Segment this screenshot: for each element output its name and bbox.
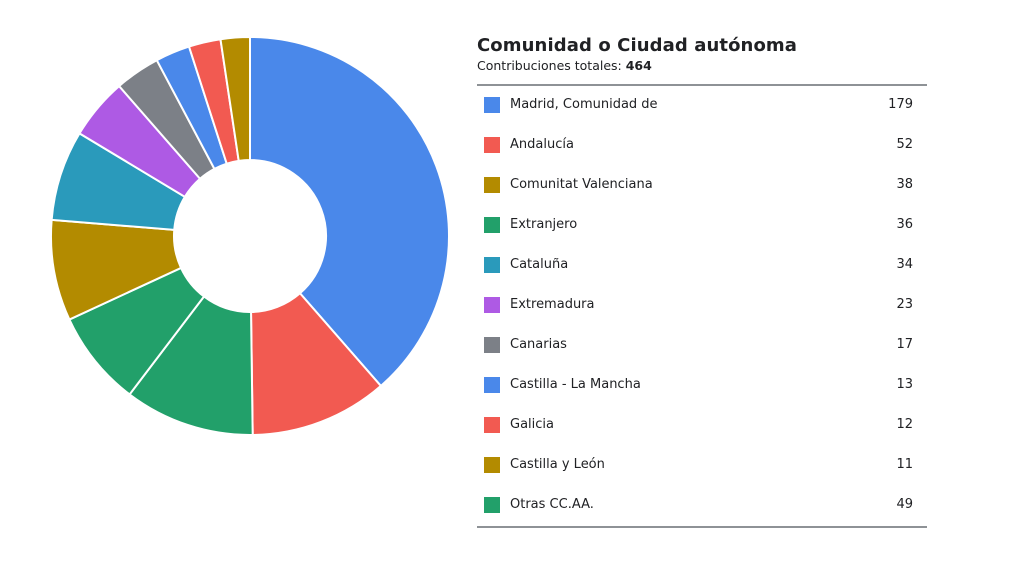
legend-row[interactable]: Castilla y León 11 (477, 446, 927, 486)
total-count: 464 (625, 58, 652, 73)
legend-value: 52 (896, 137, 913, 152)
donut-slice[interactable] (128, 295, 254, 436)
legend-swatch (484, 257, 500, 273)
legend-swatch (484, 457, 500, 473)
legend-swatch (484, 417, 500, 433)
legend-value: 36 (896, 217, 913, 232)
legend-label: Extremadura (510, 297, 595, 312)
donut-slice[interactable] (219, 35, 251, 162)
legend-row[interactable]: Extremadura 23 (477, 286, 927, 326)
legend-label: Otras CC.AA. (510, 497, 594, 512)
legend-swatch (484, 377, 500, 393)
chart-subtitle: Contribuciones totales: 464 (477, 58, 927, 73)
legend-value: 23 (896, 297, 913, 312)
legend-row[interactable]: Andalucía 52 (477, 126, 927, 166)
legend-table: Madrid, Comunidad de 179 Andalucía 52 Comuni… (477, 84, 927, 528)
legend-swatch (484, 177, 500, 193)
donut-slice[interactable] (249, 35, 450, 388)
subtitle-label: Contribuciones totales: (477, 58, 626, 73)
legend-swatch (484, 497, 500, 513)
legend-label: Cataluña (510, 257, 569, 272)
legend-row[interactable]: Comunitat Valenciana 38 (477, 166, 927, 206)
legend-swatch (484, 337, 500, 353)
legend-row[interactable]: Galicia 12 (477, 406, 927, 446)
legend-row[interactable]: Otras CC.AA. 49 (477, 486, 927, 526)
legend-label: Madrid, Comunidad de (510, 97, 658, 112)
legend-value: 13 (896, 377, 913, 392)
legend-value: 49 (896, 497, 913, 512)
donut-chart (50, 35, 450, 436)
legend-row[interactable]: Extranjero 36 (477, 206, 927, 246)
legend-label: Andalucía (510, 137, 574, 152)
legend-panel: Comunidad o Ciudad autónoma Contribucion… (477, 34, 927, 528)
legend-swatch (484, 297, 500, 313)
chart-title: Comunidad o Ciudad autónoma (477, 35, 798, 56)
legend-swatch (484, 97, 500, 113)
legend-label: Castilla - La Mancha (510, 377, 641, 392)
legend-value: 34 (896, 257, 913, 272)
legend-row[interactable]: Madrid, Comunidad de 179 (477, 86, 927, 126)
legend-value: 17 (896, 337, 913, 352)
legend-value: 11 (896, 457, 913, 472)
legend-row[interactable]: Cataluña 34 (477, 246, 927, 286)
legend-label: Castilla y León (510, 457, 605, 472)
legend-label: Comunitat Valenciana (510, 177, 653, 192)
legend-value: 12 (896, 417, 913, 432)
legend-swatch (484, 137, 500, 153)
legend-value: 179 (888, 97, 913, 112)
legend-swatch (484, 217, 500, 233)
legend-value: 38 (896, 177, 913, 192)
legend-row[interactable]: Canarias 17 (477, 326, 927, 366)
legend-label: Canarias (510, 337, 567, 352)
legend-label: Galicia (510, 417, 554, 432)
legend-label: Extranjero (510, 217, 578, 232)
legend-row[interactable]: Castilla - La Mancha 13 (477, 366, 927, 406)
